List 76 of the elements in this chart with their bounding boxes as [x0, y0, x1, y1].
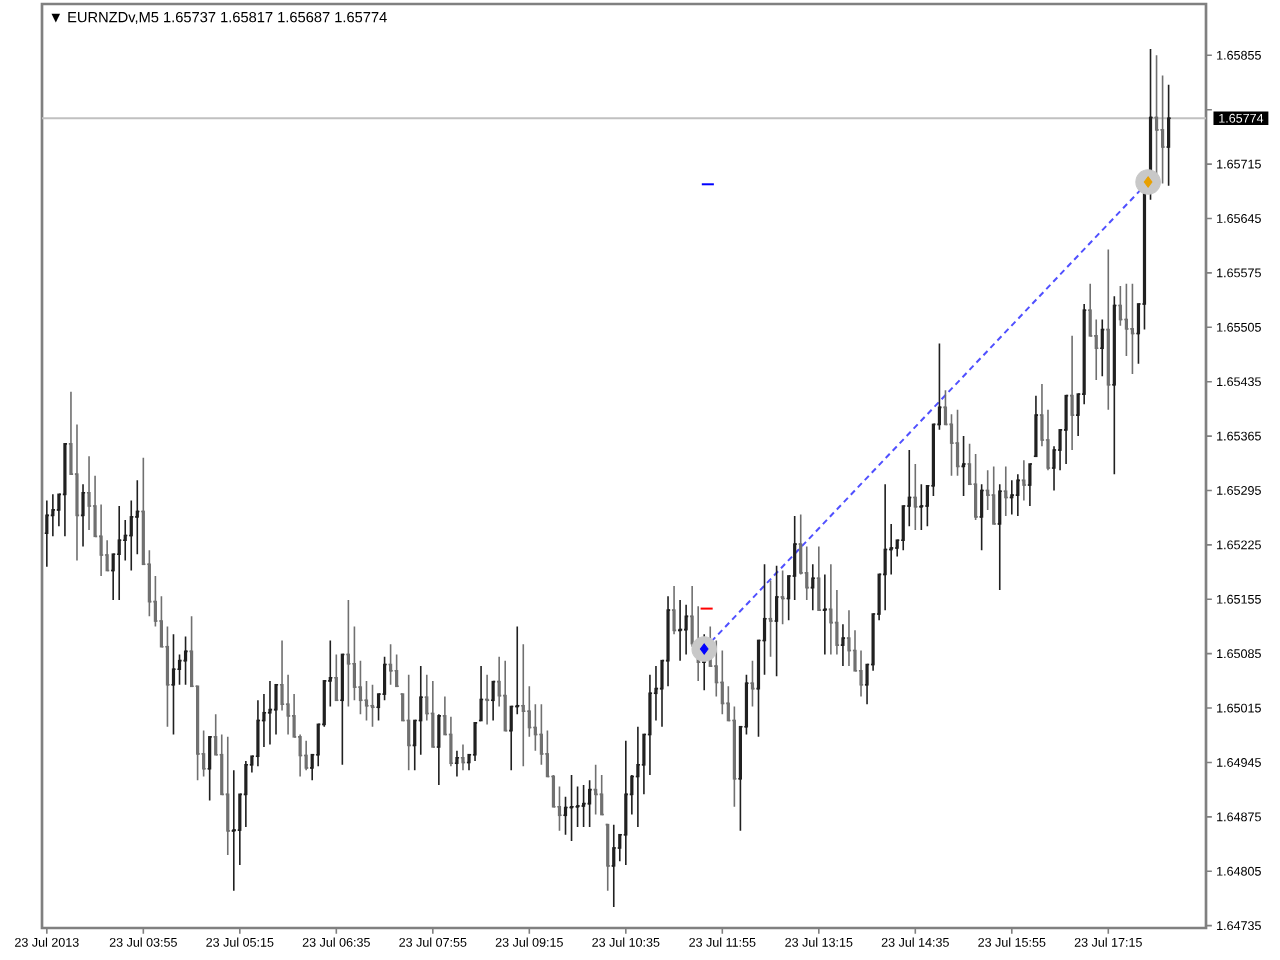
candlestick: [346, 599, 350, 708]
candlestick: [226, 736, 230, 856]
candlestick: [992, 465, 996, 525]
candlestick: [811, 563, 815, 611]
candlestick: [624, 739, 628, 866]
candlestick: [1028, 463, 1032, 507]
candlestick: [389, 643, 393, 686]
candlestick: [1016, 473, 1020, 517]
candlestick: [1064, 394, 1068, 465]
candlestick: [720, 649, 724, 716]
candlestick: [841, 623, 845, 667]
candlestick: [612, 823, 616, 908]
candlestick: [1167, 84, 1171, 187]
candlestick: [81, 483, 85, 548]
candlestick: [636, 725, 640, 828]
candlestick: [961, 435, 966, 497]
candlestick: [479, 665, 483, 722]
candlestick: [1004, 465, 1008, 517]
candlestick: [594, 764, 598, 816]
candlestick: [817, 545, 821, 611]
candlestick: [521, 643, 525, 768]
candlestick: [1130, 282, 1135, 375]
candlestick: [340, 653, 344, 766]
candlestick: [1070, 335, 1074, 451]
candlestick: [455, 750, 459, 778]
candlestick: [407, 673, 411, 772]
candlestick: [588, 779, 592, 828]
candlestick: [666, 595, 670, 688]
candlestick: [1022, 459, 1026, 502]
candlestick: [774, 565, 779, 678]
candlestick: [955, 408, 960, 477]
candlestick: [1112, 295, 1116, 475]
candlestick: [998, 483, 1002, 591]
candlestick: [919, 483, 923, 531]
candlestick: [45, 499, 49, 568]
candlestick: [750, 659, 755, 708]
candlestick: [678, 599, 682, 662]
candlestick: [431, 680, 435, 748]
candlestick: [581, 784, 586, 828]
candlestick: [606, 823, 610, 892]
candlestick: [63, 443, 67, 538]
candlestick: [473, 722, 477, 762]
candlestick: [370, 683, 375, 728]
candlestick: [503, 659, 507, 732]
candlestick: [732, 705, 736, 808]
candlestick: [768, 579, 773, 658]
candlestick: [304, 739, 308, 772]
candlestick: [232, 769, 236, 892]
candlestick: [847, 609, 851, 667]
candlestick: [461, 743, 465, 772]
candlestick: [117, 505, 121, 601]
candlestick: [672, 585, 676, 636]
candlestick: [1106, 248, 1110, 411]
candlestick: [889, 523, 893, 576]
candlestick: [87, 455, 91, 531]
candlestick: [135, 479, 139, 555]
candlestick: [491, 680, 495, 722]
candlestick: [859, 649, 863, 698]
candlestick: [437, 713, 441, 786]
candlestick: [1100, 318, 1104, 378]
candlestick: [1034, 394, 1038, 458]
candlestick: [980, 483, 984, 552]
candlestick: [208, 736, 212, 802]
candlestick: [883, 483, 887, 611]
candlestick: [256, 699, 260, 768]
candlestick: [334, 653, 338, 702]
candlestick: [75, 423, 79, 562]
candlestick: [105, 539, 109, 572]
candlestick: [913, 463, 917, 531]
candlestick: [485, 673, 489, 726]
candlestick: [1010, 479, 1014, 516]
candlestick: [648, 673, 652, 776]
candlestick: [781, 569, 785, 625]
candlestick: [268, 680, 272, 746]
candlestick: [99, 503, 103, 577]
candlestick: [171, 633, 176, 736]
